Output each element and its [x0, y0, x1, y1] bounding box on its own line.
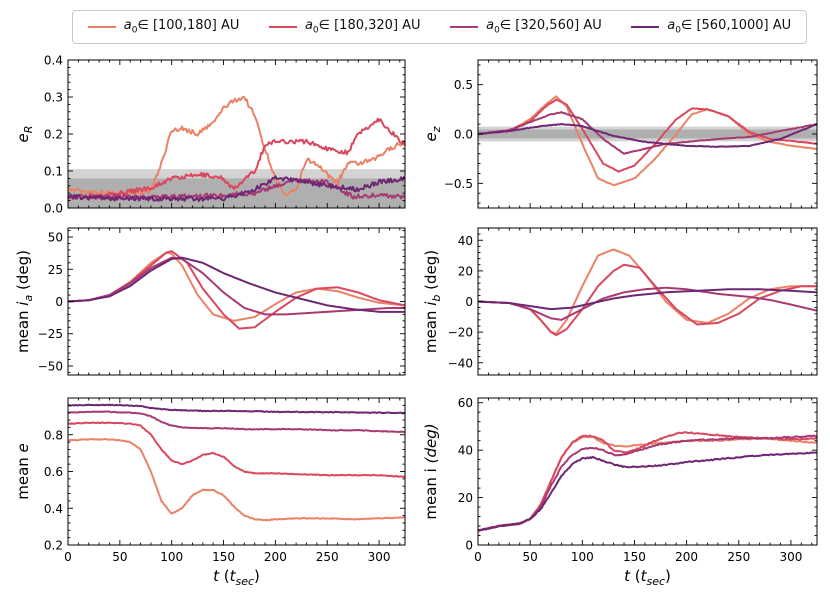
series-line [68, 256, 405, 313]
series-line [68, 178, 405, 201]
legend-label: a0∈ [320,560] AU [486, 18, 602, 36]
series-line [68, 403, 405, 415]
x-tick-label: 300 [779, 550, 802, 564]
x-tick-label: 0 [474, 550, 482, 564]
series-line [478, 111, 817, 155]
y-tick-label: 0.6 [44, 465, 63, 479]
legend-label: a0∈ [100,180] AU [123, 18, 240, 36]
chart-panel-e: 0 50 100 150 200 250 300 t (tsec) 0.2 0.4 0.6 0.8 me… [14, 397, 406, 588]
legend-swatch [450, 26, 479, 28]
series-line [478, 434, 817, 532]
legend-item: a0∈ [100,180] AU [87, 18, 240, 36]
series-line [478, 451, 817, 532]
y-axis-label: eR [14, 126, 35, 143]
legend-item: a0∈ [180,320] AU [268, 18, 421, 36]
x-tick-label: 200 [264, 550, 287, 564]
y-axis-label: ez [422, 126, 443, 141]
plot-frame [477, 397, 818, 546]
y-tick-label: −40 [448, 356, 473, 370]
legend-label: a0∈ [180,320] AU [304, 18, 421, 36]
series-line [478, 248, 817, 335]
plot-frame [67, 397, 406, 546]
legend-swatch [268, 26, 297, 28]
series-line [68, 117, 405, 200]
series-line [478, 98, 817, 173]
legend: a0∈ [100,180] AU a0∈ [180,320] AU a0∈ [3… [72, 10, 807, 44]
y-axis-label: mean ia (deg) [14, 250, 35, 353]
y-tick-label: 0.5 [454, 78, 473, 92]
x-tick-label: 100 [160, 550, 183, 564]
chart-panel-ez: −0.5 0.0 0.5 ez [422, 59, 818, 209]
y-tick-label: −0.5 [444, 177, 473, 191]
y-tick-label: 0.0 [454, 128, 473, 142]
chart-panel-ia: −50 −25 0 25 50 mean ia (deg) [14, 227, 406, 376]
y-tick-label: 0.1 [44, 165, 63, 179]
x-tick-label: 250 [316, 550, 339, 564]
x-tick-label: 0 [64, 550, 72, 564]
chart-panel-ib: −40 −20 0 20 40 mean ib (deg) [422, 227, 818, 376]
y-tick-label: 0 [55, 295, 63, 309]
legend-label: a0∈ [560,1000] AU [667, 18, 792, 36]
series-line [478, 95, 817, 187]
series-line [478, 286, 817, 321]
x-axis-label: t (tsec) [213, 567, 260, 588]
x-tick-label: 200 [675, 550, 698, 564]
x-tick-label: 250 [727, 550, 750, 564]
x-tick-label: 150 [212, 550, 235, 564]
y-tick-label: 0.2 [44, 128, 63, 142]
legend-item: a0∈ [320,560] AU [450, 18, 602, 36]
series-line [68, 438, 405, 522]
y-axis-label: mean e [14, 443, 32, 500]
y-tick-label: 0.0 [44, 202, 63, 216]
chart-panel-eR: 0.0 0.1 0.2 0.3 0.4 eR [14, 54, 406, 216]
y-tick-label: 20 [458, 264, 473, 278]
y-tick-label: 0 [465, 539, 473, 553]
x-tick-label: 50 [112, 550, 127, 564]
y-tick-label: 0.2 [44, 539, 63, 553]
series-line [68, 410, 405, 434]
series-line [478, 122, 817, 148]
y-tick-label: 0.4 [44, 54, 63, 68]
y-tick-label: −25 [38, 327, 63, 341]
y-axis-label: mean ib (deg) [422, 250, 443, 353]
y-tick-label: 0.3 [44, 91, 63, 105]
y-axis-label: mean i (deg) [422, 423, 440, 519]
series-line [478, 288, 817, 311]
series-line [68, 256, 405, 316]
legend-swatch [631, 26, 660, 28]
y-tick-label: 0.4 [44, 502, 63, 516]
y-tick-label: 0.8 [44, 428, 63, 442]
y-tick-label: 40 [458, 234, 473, 248]
series-line [68, 421, 405, 478]
legend-item: a0∈ [560,1000] AU [631, 18, 791, 36]
legend-swatch [87, 26, 116, 28]
series-line [478, 435, 817, 533]
x-tick-label: 100 [571, 550, 594, 564]
y-tick-label: 25 [48, 263, 63, 277]
y-tick-label: −20 [448, 326, 473, 340]
y-tick-label: 0 [465, 295, 473, 309]
threshold-band [478, 129, 817, 139]
x-tick-label: 150 [623, 550, 646, 564]
plot-frame [477, 227, 818, 376]
x-tick-label: 300 [368, 550, 391, 564]
y-tick-label: 60 [458, 396, 473, 410]
y-tick-label: −50 [38, 359, 63, 373]
y-tick-label: 20 [458, 491, 473, 505]
series-line [68, 175, 405, 202]
x-axis-label: t (tsec) [624, 567, 671, 588]
x-tick-label: 50 [523, 550, 538, 564]
chart-panel-i: 0 50 100 150 200 250 300 t (tsec) 0 20 40 60 mean i … [422, 396, 818, 588]
y-tick-label: 50 [48, 231, 63, 245]
y-tick-label: 40 [458, 444, 473, 458]
